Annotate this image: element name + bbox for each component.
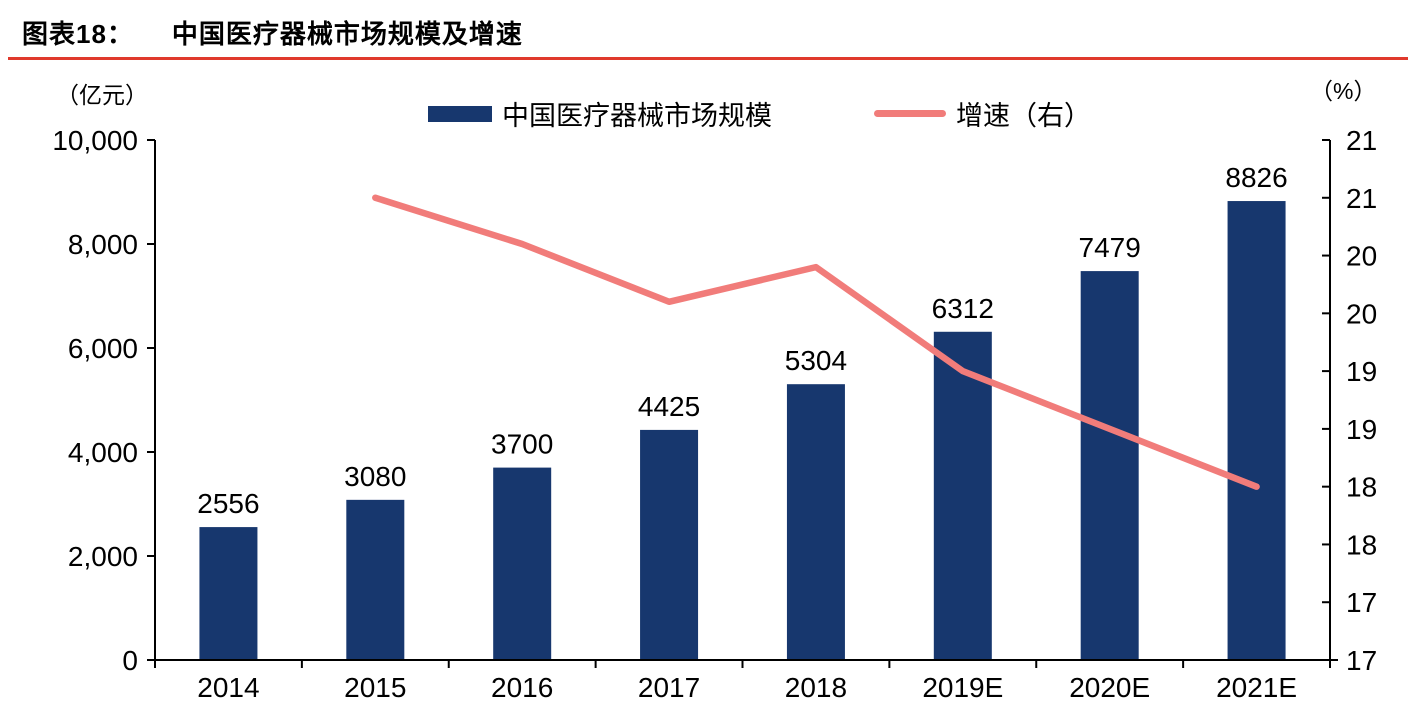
right-axis-tick-label: 19 [1346,414,1377,445]
x-axis-category-label: 2019E [922,672,1003,703]
figure-label: 图表18： [22,19,134,49]
bar-swatch-icon [428,105,492,122]
x-axis-category-label: 2018 [785,672,847,703]
left-axis-tick-label: 6,000 [68,333,138,364]
line-swatch-icon [874,110,946,117]
right-axis-tick-label: 18 [1346,472,1377,503]
bar-2020E [1080,271,1139,660]
bar-2018 [786,384,845,660]
left-axis-tick-label: 4,000 [68,437,138,468]
bar-value-label: 3080 [344,461,406,492]
x-axis-category-label: 2020E [1069,672,1150,703]
bar-value-label: 4425 [638,391,700,422]
bar-2014 [199,527,258,660]
right-axis-tick-label: 19 [1346,356,1377,387]
legend-line-label: 增速（右） [956,101,1091,131]
left-axis-tick-label: 2,000 [68,541,138,572]
bar-value-label: 2556 [197,488,259,519]
bar-value-label: 7479 [1079,232,1141,263]
x-axis-category-label: 2016 [491,672,553,703]
left-axis-unit: （亿元） [56,82,148,108]
legend-bar-label: 中国医疗器械市场规模 [502,101,772,131]
right-axis-tick-label: 17 [1346,645,1377,676]
bar-2017 [640,429,699,660]
right-axis-tick-label: 17 [1346,587,1377,618]
chart-header: 图表18： 中国医疗器械市场规模及增速 [22,14,523,51]
left-axis-tick-label: 8,000 [68,229,138,260]
bar-2016 [493,467,552,660]
title-underline [8,57,1408,60]
bar-2015 [346,499,405,660]
bar-value-label: 3700 [491,429,553,460]
left-axis-tick-label: 0 [122,645,138,676]
x-axis-category-label: 2014 [197,672,259,703]
bar-value-label: 8826 [1225,162,1287,193]
legend-item-market-size: 中国医疗器械市场规模 [428,94,772,133]
page-title: 中国医疗器械市场规模及增速 [171,19,523,49]
bar-value-label: 6312 [932,293,994,324]
right-axis-tick-label: 21 [1346,183,1377,214]
x-axis-category-label: 2015 [344,672,406,703]
bar-2021E [1227,201,1286,660]
x-axis-category-label: 2017 [638,672,700,703]
legend-item-growth: 增速（右） [874,94,1091,133]
legend: 中国医疗器械市场规模 增速（右） [0,94,1416,131]
right-axis-tick-label: 18 [1346,529,1377,560]
left-axis-tick-label: 10,000 [52,125,138,156]
bar-value-label: 5304 [785,345,847,376]
x-axis-category-label: 2021E [1216,672,1297,703]
bar-2019E [933,331,992,660]
right-axis-tick-label: 21 [1346,125,1377,156]
right-axis-tick-label: 20 [1346,241,1377,272]
right-axis-unit: （%） [1310,78,1377,104]
growth-line [372,194,1260,490]
right-axis-tick-label: 20 [1346,298,1377,329]
